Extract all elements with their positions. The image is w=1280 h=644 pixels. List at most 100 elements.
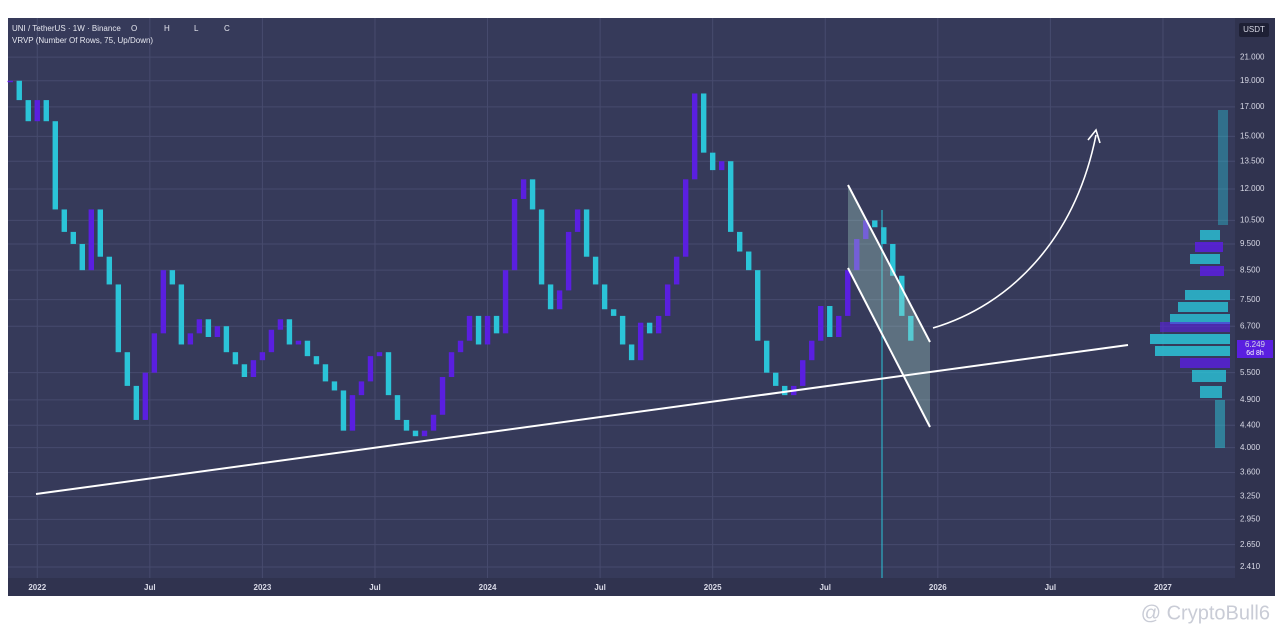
candle [574,209,581,232]
y-tick-label: 3.250 [1240,492,1261,501]
x-tick-label: Jul [1045,583,1057,592]
candle [376,352,383,357]
candle [782,385,788,396]
y-tick-label: 4.400 [1240,420,1261,429]
currency: USDT [1243,25,1265,34]
x-tick-label: 2022 [28,583,46,592]
profile-bar [1170,314,1230,324]
countdown: 6d 8h [1246,350,1264,357]
candle [79,243,85,271]
candle [800,360,806,386]
price-label: 6.249 [1245,340,1266,349]
y-tick-label: 19.000 [1240,76,1265,85]
candle [493,315,500,334]
arrow [932,134,1097,329]
candle [313,356,320,365]
candle [673,256,680,285]
candle [755,270,761,341]
candle [836,315,842,337]
candle [709,152,716,171]
profile-bar [1218,110,1228,225]
indicator: VRVP (Number Of Rows, 75, Up/Down) [12,36,153,45]
candle [403,419,410,431]
x-tick-label: Jul [594,583,606,592]
candle [277,319,284,330]
candle [872,220,878,228]
candle [430,414,437,431]
candle [475,315,482,345]
symbol: UNI / TetherUS · 1W · Binance [12,24,121,33]
channel-fill [848,185,930,427]
candle [764,340,770,373]
candle [809,340,815,361]
y-tick-label: 2.410 [1240,562,1261,571]
candle [16,80,22,101]
profile-bar [1190,254,1220,264]
candle [908,315,914,341]
candle [151,333,158,373]
candle [52,121,58,210]
trend-line [35,344,1129,495]
y-tick-label: 4.900 [1240,395,1261,404]
candle [106,256,113,285]
time-axis [8,578,1235,596]
y-tick-label: 17.000 [1240,102,1265,111]
candle [34,100,40,122]
profile-bar [1200,266,1224,276]
candle [169,270,176,285]
candle [619,315,626,345]
ohlc-c: C [224,24,230,33]
candle [7,80,13,83]
candle [421,430,428,437]
candle [457,340,464,353]
candle [646,322,653,334]
candle [727,161,734,232]
profile-bar [1192,370,1226,382]
candle [664,284,671,316]
y-tick-label: 21.000 [1240,52,1265,61]
candle [340,390,347,431]
y-tick-label: 7.500 [1240,295,1261,304]
candle [349,395,356,431]
profile-bar [1200,386,1222,398]
volume-profile [1150,110,1230,448]
chart-background [8,18,1275,596]
watermark: @ CryptoBull6 [1141,602,1270,624]
y-tick-label: 13.500 [1240,156,1265,165]
candle [818,306,824,341]
candle [637,322,644,361]
channel-line [847,267,931,428]
profile-bar [1195,242,1223,252]
x-tick-label: 2024 [479,583,497,592]
price-tag [1237,340,1273,358]
candle [655,315,662,334]
ohlc-h: H [164,24,170,33]
ohlc-l: L [194,24,199,33]
candle [773,372,779,386]
y-tick-label: 4.000 [1240,443,1261,452]
candle [268,329,275,353]
profile-bar [1215,400,1225,448]
candle [115,284,122,353]
candle [592,256,599,285]
profile-bar [1160,322,1230,332]
candle [232,352,239,365]
candle [178,284,185,345]
candle [43,100,49,122]
grid [8,18,1235,578]
candle [484,315,491,345]
price-axis [1235,18,1275,596]
candle [385,352,392,396]
candle [412,430,419,437]
profile-bar [1155,346,1230,356]
y-tick-label: 2.650 [1240,540,1261,549]
candle [304,340,311,357]
candle [881,227,887,244]
x-tick-label: 2026 [929,583,947,592]
candle [97,209,104,257]
candle [133,385,140,420]
candle [70,231,76,244]
profile-bar [1180,358,1230,368]
profile-bar [1150,334,1230,344]
channel-line [847,184,931,343]
